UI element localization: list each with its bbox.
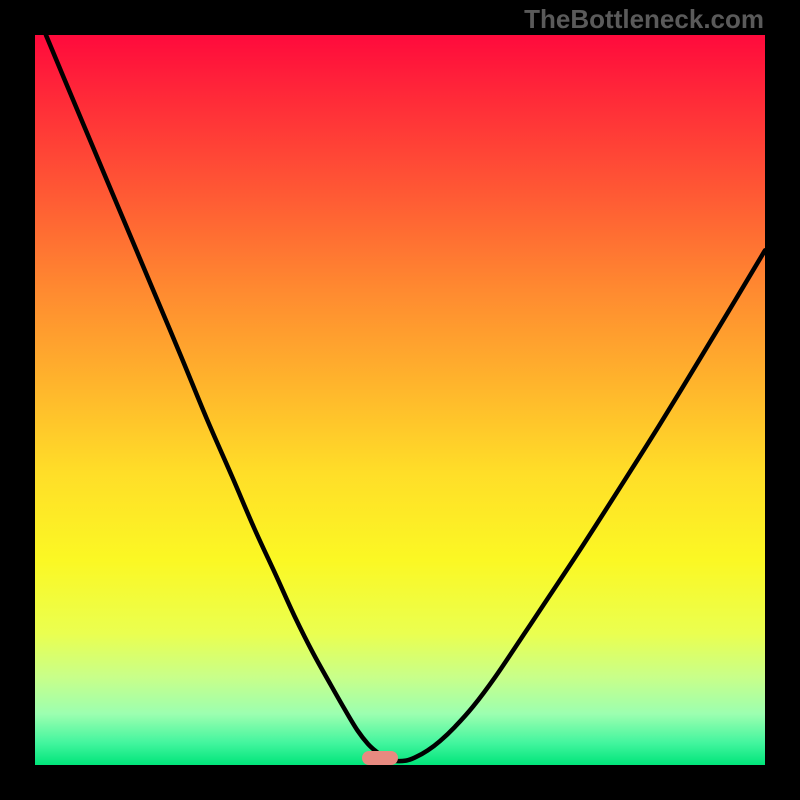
- watermark-text: TheBottleneck.com: [524, 4, 764, 35]
- bottleneck-curve: [35, 35, 765, 765]
- plot-area: [35, 35, 765, 765]
- optimal-marker: [362, 751, 398, 765]
- curve-path: [46, 35, 765, 761]
- chart-container: TheBottleneck.com: [0, 0, 800, 800]
